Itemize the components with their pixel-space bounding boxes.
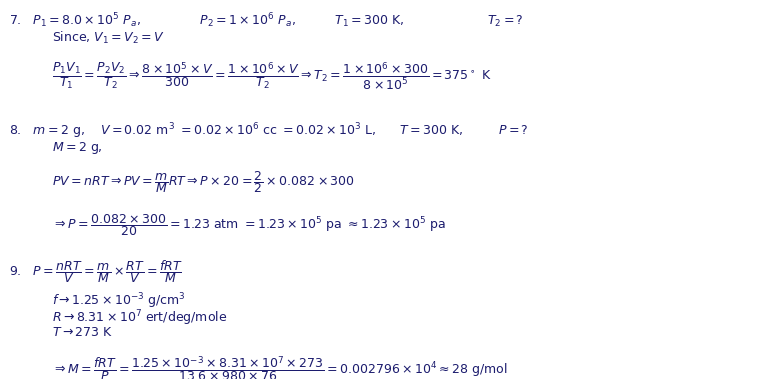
Text: 7.   $P_1 = 8.0 \times 10^5\ P_a$,               $P_2 = 1 \times 10^6\ P_a$,    : 7. $P_1 = 8.0 \times 10^5\ P_a$, $P_2 = … (9, 11, 524, 30)
Text: $T \rightarrow 273$ K: $T \rightarrow 273$ K (52, 326, 114, 339)
Text: $M = 2$ g,: $M = 2$ g, (52, 140, 103, 156)
Text: $\Rightarrow M = \dfrac{fRT}{P} = \dfrac{1.25\times10^{-3}\times8.31\times10^7\t: $\Rightarrow M = \dfrac{fRT}{P} = \dfrac… (52, 354, 508, 379)
Text: 8.   $m = 2$ g,    $V = 0.02$ m$^3$ $= 0.02 \times 10^6$ cc $= 0.02 \times 10^3$: 8. $m = 2$ g, $V = 0.02$ m$^3$ $= 0.02 \… (9, 121, 529, 141)
Text: Since, $V_1 = V_2 = V$: Since, $V_1 = V_2 = V$ (52, 30, 165, 46)
Text: $\Rightarrow P = \dfrac{0.082\times300}{20} = 1.23$ atm $= 1.23\times10^5$ pa $\: $\Rightarrow P = \dfrac{0.082\times300}{… (52, 212, 446, 238)
Text: $f \rightarrow 1.25\times10^{-3}$ g/cm$^3$: $f \rightarrow 1.25\times10^{-3}$ g/cm$^… (52, 292, 186, 312)
Text: $R \rightarrow 8.31\times10^7$ ert/deg/mole: $R \rightarrow 8.31\times10^7$ ert/deg/m… (52, 309, 228, 329)
Text: $\dfrac{P_1V_1}{T_1} = \dfrac{P_2V_2}{T_2} \Rightarrow \dfrac{8\times10^5\times : $\dfrac{P_1V_1}{T_1} = \dfrac{P_2V_2}{T_… (52, 61, 492, 92)
Text: 9.   $P = \dfrac{nRT}{V} = \dfrac{m}{M}\times\dfrac{RT}{V} = \dfrac{fRT}{M}$: 9. $P = \dfrac{nRT}{V} = \dfrac{m}{M}\ti… (9, 258, 183, 285)
Text: $PV = nRT \Rightarrow PV = \dfrac{m}{M}RT \Rightarrow P\times20 = \dfrac{2}{2}\t: $PV = nRT \Rightarrow PV = \dfrac{m}{M}R… (52, 169, 355, 194)
